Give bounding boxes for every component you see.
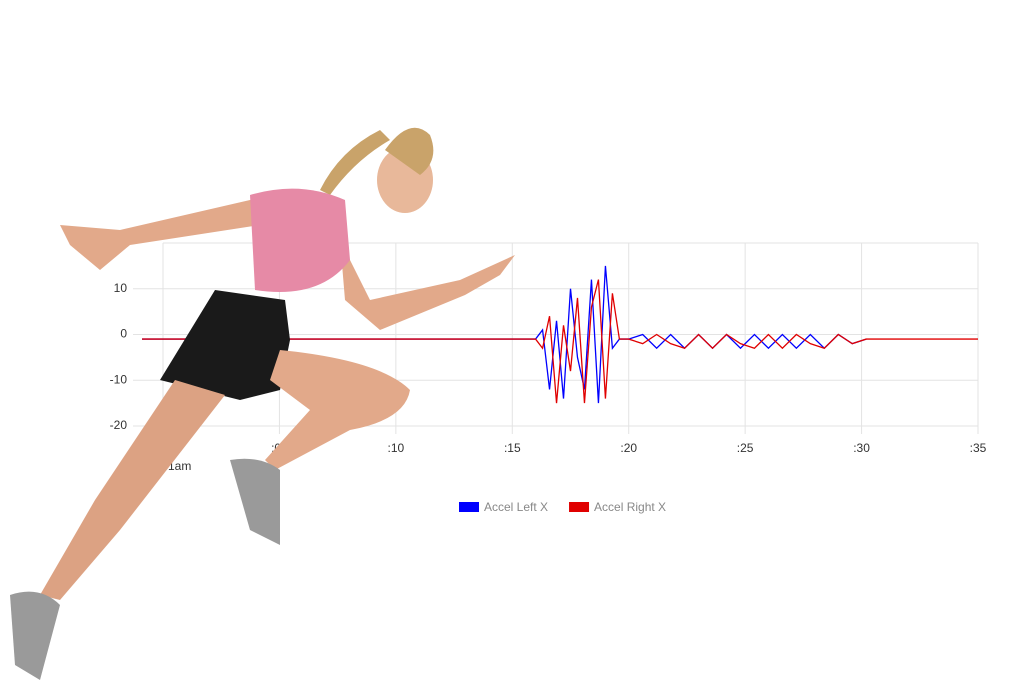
x-tick-label: :35 bbox=[970, 441, 987, 455]
x-tick-label: :15 bbox=[504, 441, 521, 455]
legend-label: Accel Left X bbox=[484, 500, 548, 514]
legend-swatch bbox=[459, 502, 479, 512]
series-line bbox=[142, 279, 978, 404]
legend-swatch bbox=[569, 502, 590, 512]
x-tick-label: :25 bbox=[737, 441, 754, 455]
x-tick-label: :20 bbox=[620, 441, 637, 455]
x-tick-label: :30 bbox=[853, 441, 870, 455]
runner-illustration bbox=[10, 127, 515, 680]
y-tick-label: 0 bbox=[120, 327, 127, 341]
y-tick-label: -10 bbox=[110, 372, 128, 386]
y-tick-label: -20 bbox=[110, 418, 128, 432]
legend-label: Accel Right X bbox=[594, 500, 666, 514]
y-tick-label: 10 bbox=[114, 281, 128, 295]
x-tick-label: :10 bbox=[388, 441, 405, 455]
